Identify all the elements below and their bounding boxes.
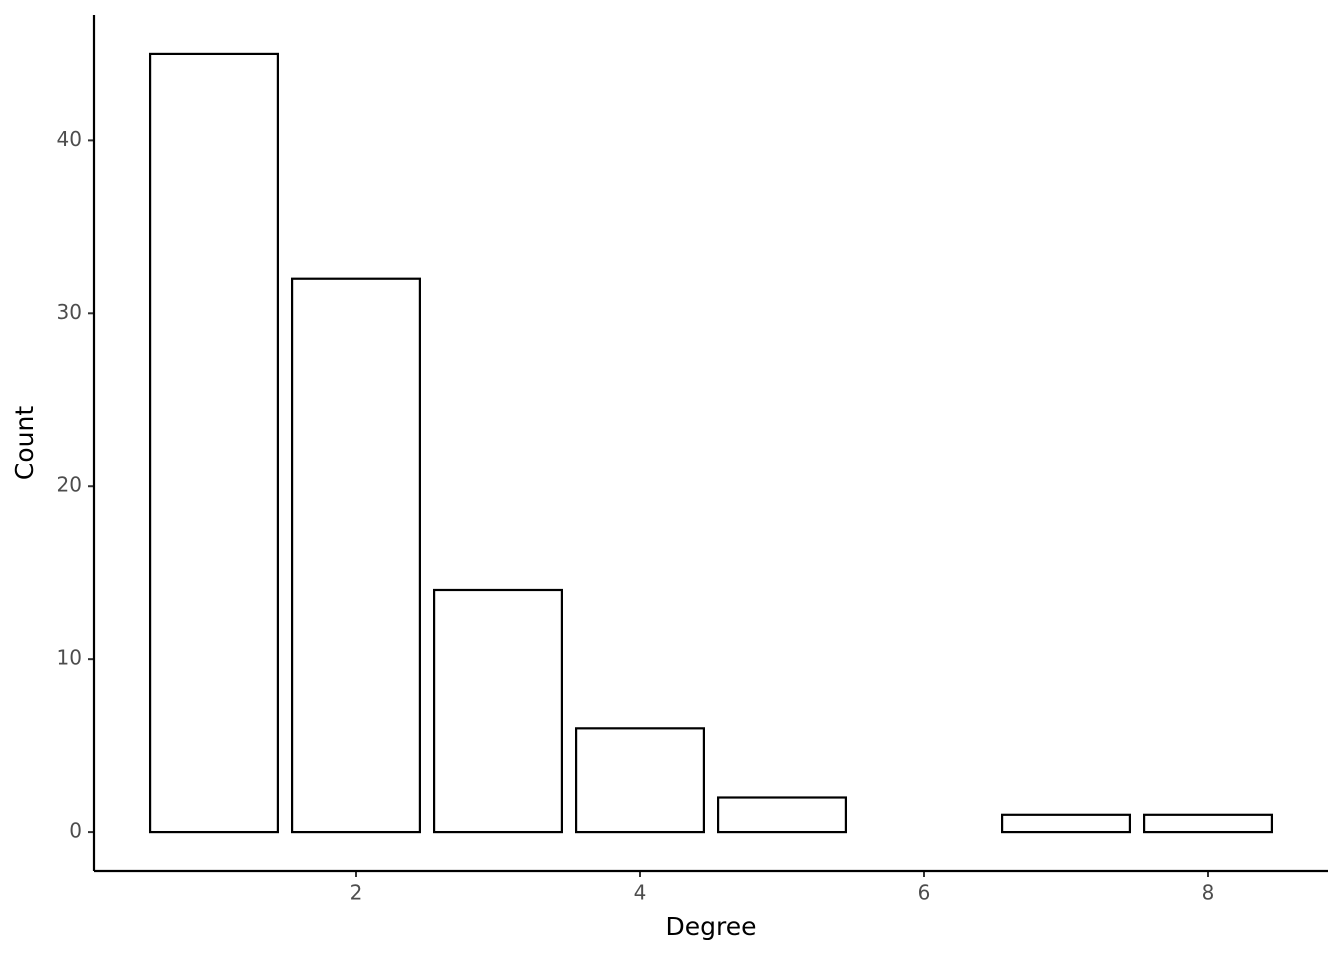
bar xyxy=(148,52,279,834)
x-tick-label: 8 xyxy=(1202,881,1215,905)
bar xyxy=(717,796,848,834)
y-tick-label: 20 xyxy=(57,473,82,497)
y-tick-label: 10 xyxy=(57,646,82,670)
bar xyxy=(1001,813,1132,834)
x-tick-label: 2 xyxy=(350,881,363,905)
x-tick-label: 4 xyxy=(634,881,647,905)
y-tick-label: 40 xyxy=(57,127,82,151)
bar xyxy=(574,727,705,834)
x-axis-title: Degree xyxy=(666,912,757,941)
y-axis-title: Count xyxy=(10,406,39,480)
x-tick-label: 6 xyxy=(918,881,931,905)
y-tick-label: 0 xyxy=(69,819,82,843)
bar xyxy=(290,277,421,834)
y-tick-label: 30 xyxy=(57,300,82,324)
bar xyxy=(1143,813,1274,834)
bar xyxy=(432,588,563,834)
